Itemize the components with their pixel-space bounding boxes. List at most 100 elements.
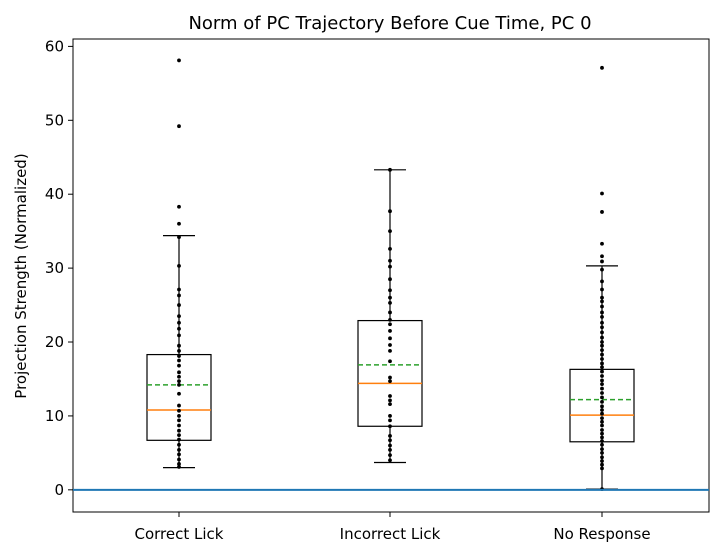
data-point — [600, 267, 604, 272]
data-point — [600, 404, 604, 409]
data-point — [600, 348, 604, 353]
data-point — [600, 299, 604, 304]
data-point — [600, 411, 604, 416]
data-point — [388, 398, 392, 403]
data-point — [600, 466, 604, 471]
data-point — [600, 279, 604, 284]
data-point — [388, 418, 392, 423]
data-point — [600, 325, 604, 330]
data-point — [177, 124, 181, 129]
data-point — [177, 408, 181, 413]
data-point — [177, 358, 181, 363]
data-point — [388, 167, 392, 172]
data-point — [600, 431, 604, 436]
data-point — [600, 447, 604, 452]
data-point — [388, 209, 392, 214]
data-point — [388, 375, 392, 380]
data-point — [177, 437, 181, 442]
data-point — [600, 314, 604, 319]
data-point — [177, 391, 181, 396]
data-point — [177, 235, 181, 239]
data-point — [177, 374, 181, 379]
data-point — [388, 246, 392, 251]
data-point — [600, 259, 604, 264]
data-point — [388, 458, 392, 463]
data-point — [177, 448, 181, 452]
data-point — [177, 457, 181, 462]
data-point — [388, 343, 392, 347]
data-point — [388, 438, 392, 443]
data-point — [388, 453, 392, 457]
y-tick-label: 10 — [45, 407, 64, 425]
data-point — [600, 455, 604, 460]
data-point — [388, 322, 392, 327]
data-point — [388, 348, 392, 353]
data-point — [600, 395, 604, 400]
data-point — [600, 435, 604, 440]
plot-frame — [72, 38, 710, 513]
data-point — [177, 418, 181, 423]
data-point — [600, 391, 604, 395]
data-point — [388, 379, 392, 384]
data-point — [177, 320, 181, 325]
data-point — [600, 386, 604, 391]
data-point — [177, 382, 181, 387]
data-point — [600, 416, 604, 421]
y-tick-label: 40 — [45, 185, 64, 203]
data-point — [600, 369, 604, 374]
data-point — [600, 254, 604, 259]
y-tick-label: 0 — [54, 481, 64, 499]
data-point — [388, 300, 392, 305]
data-point — [388, 288, 392, 293]
chart-title: Norm of PC Trajectory Before Cue Time, P… — [188, 13, 591, 34]
x-tick-label: No Response — [553, 525, 650, 543]
data-point — [388, 229, 392, 234]
data-point — [177, 58, 181, 63]
data-point — [600, 462, 604, 467]
data-point — [388, 329, 392, 333]
data-point — [600, 419, 604, 424]
data-point — [388, 414, 392, 418]
data-point — [177, 333, 181, 338]
data-point — [177, 263, 181, 268]
data-point — [388, 433, 392, 438]
data-point — [600, 295, 604, 300]
data-point — [600, 459, 604, 463]
data-point — [600, 210, 604, 214]
data-point — [600, 374, 604, 378]
data-point — [388, 277, 392, 282]
data-point — [600, 423, 604, 428]
data-point — [600, 287, 604, 292]
data-point — [177, 348, 181, 353]
data-point — [388, 264, 392, 269]
data-point — [600, 428, 604, 432]
x-tick-label: Correct Lick — [135, 525, 224, 543]
data-point — [388, 295, 392, 300]
data-point — [600, 340, 604, 344]
data-point — [388, 448, 392, 452]
data-point — [177, 423, 181, 428]
data-point — [600, 450, 604, 455]
data-point — [388, 443, 392, 448]
data-point — [177, 370, 181, 375]
data-point — [600, 241, 604, 246]
data-point — [600, 361, 604, 366]
y-tick-label: 60 — [45, 37, 64, 55]
data-point — [600, 378, 604, 383]
data-point — [177, 293, 181, 298]
data-point — [177, 363, 181, 368]
data-point — [600, 442, 604, 447]
data-point — [388, 317, 392, 322]
data-point — [177, 403, 181, 408]
data-point — [388, 336, 392, 341]
data-point — [600, 439, 604, 443]
data-point — [177, 326, 181, 331]
data-point — [177, 343, 181, 348]
data-point — [388, 394, 392, 398]
data-point — [388, 402, 392, 406]
data-point — [177, 204, 181, 209]
y-tick-label: 20 — [45, 333, 64, 351]
y-tick-label: 30 — [45, 259, 64, 277]
data-point — [177, 379, 181, 384]
